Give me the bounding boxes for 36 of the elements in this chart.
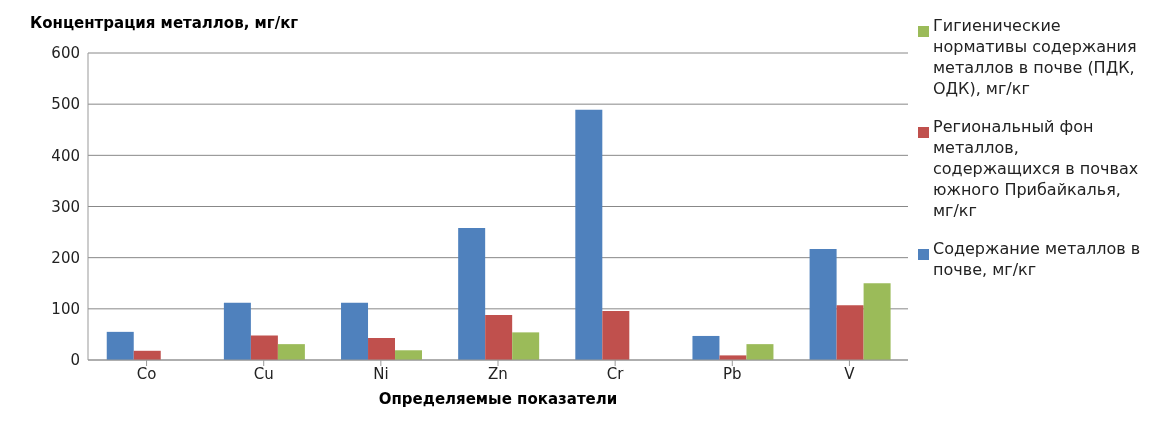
y-tick-label: 500 bbox=[51, 95, 80, 114]
y-tick-label: 200 bbox=[51, 248, 80, 267]
x-axis-title: Определяемые показатели bbox=[378, 390, 618, 408]
bar bbox=[575, 109, 603, 360]
x-tick-label: Pb bbox=[723, 364, 742, 383]
bar bbox=[512, 332, 540, 360]
y-tick-label: 0 bbox=[70, 351, 80, 370]
legend-label: Гигиенические нормативы содержания металлов в почве (ПДК, ОДК), мг/кг bbox=[933, 15, 1138, 99]
x-tick-label: Zn bbox=[488, 364, 508, 383]
x-tick-label: Ni bbox=[373, 364, 389, 383]
bar bbox=[863, 283, 891, 360]
bar bbox=[602, 310, 630, 360]
x-tick-label: Cr bbox=[606, 364, 625, 383]
y-tick-label: 600 bbox=[51, 44, 80, 63]
bar bbox=[485, 314, 513, 360]
bar bbox=[692, 335, 720, 360]
bar bbox=[250, 335, 278, 360]
x-tick-label: Co bbox=[136, 364, 157, 383]
bar bbox=[368, 338, 396, 360]
bar bbox=[809, 248, 837, 360]
y-tick-label: 400 bbox=[51, 146, 80, 165]
y-tick-label: 300 bbox=[51, 197, 80, 216]
x-tick-label: Cu bbox=[253, 364, 274, 383]
bar bbox=[341, 302, 369, 360]
chart-title: Концентрация металлов, мг/кг bbox=[30, 14, 299, 32]
bar bbox=[746, 344, 774, 360]
bar bbox=[277, 344, 305, 360]
legend-label: Региональный фон металлов, содержащихся в почвах южного Прибайкалья, мг/кг bbox=[933, 116, 1140, 221]
bar bbox=[458, 227, 486, 360]
legend-label: Содержание металлов в почве, мг/кг bbox=[933, 238, 1142, 280]
x-tick-label: V bbox=[844, 364, 856, 383]
y-tick-label: 100 bbox=[51, 300, 80, 319]
bar bbox=[395, 350, 423, 360]
bar bbox=[836, 305, 864, 360]
bar bbox=[106, 331, 134, 360]
bar bbox=[223, 302, 251, 360]
